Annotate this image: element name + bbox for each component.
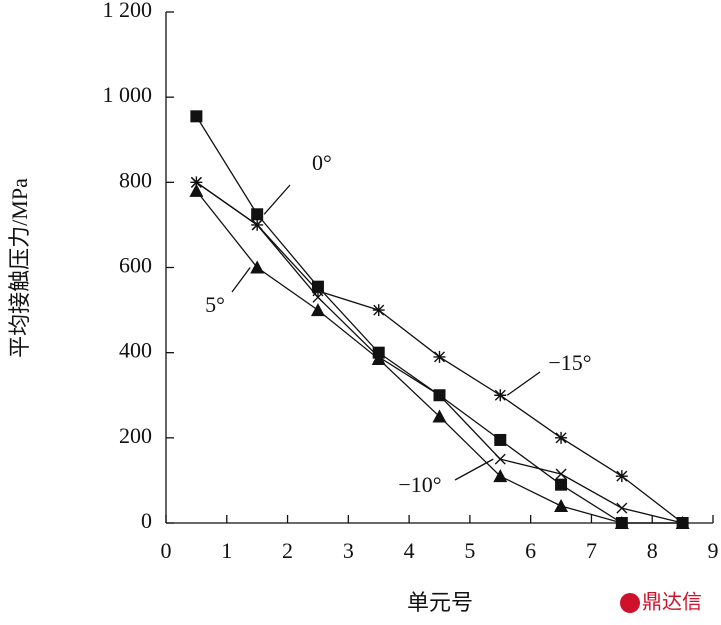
marker — [250, 260, 265, 274]
marker — [372, 304, 385, 317]
x-tick-label: 7 — [586, 538, 597, 563]
x-tick-label: 5 — [464, 538, 475, 563]
marker-star — [251, 218, 264, 231]
marker — [554, 498, 569, 512]
y-tick-label: 0 — [141, 508, 152, 533]
marker — [555, 478, 568, 491]
marker-triangle — [310, 303, 325, 317]
x-axis-label: 单元号 — [407, 590, 473, 615]
annotation-leader — [506, 371, 541, 396]
marker-star — [372, 304, 385, 317]
marker-square — [251, 208, 264, 221]
marker — [614, 516, 629, 529]
marker — [432, 409, 447, 423]
x-tick-label: 3 — [343, 538, 354, 563]
marker-square — [555, 478, 568, 491]
x-tick-label: 8 — [647, 538, 658, 563]
y-tick-label: 600 — [119, 253, 152, 278]
y-tick-label: 1 200 — [103, 0, 153, 22]
marker — [251, 218, 264, 231]
x-tick-label: 1 — [221, 538, 232, 563]
marker-star — [676, 517, 689, 529]
series-annotation: 5° — [205, 292, 225, 317]
marker — [615, 470, 628, 483]
watermark-logo — [620, 593, 640, 613]
marker-triangle — [493, 469, 508, 483]
marker-star — [311, 284, 324, 297]
marker — [190, 176, 203, 189]
annotation-leader — [231, 267, 251, 293]
y-tick-label: 400 — [119, 338, 152, 363]
marker-triangle — [554, 498, 569, 512]
marker-cross — [434, 389, 445, 401]
y-tick-label: 800 — [119, 167, 152, 192]
marker — [616, 502, 628, 514]
x-tick-label: 4 — [404, 538, 415, 563]
series-line — [195, 115, 683, 524]
marker — [189, 183, 204, 197]
marker — [373, 351, 385, 363]
marker — [311, 284, 324, 297]
marker — [494, 433, 507, 446]
x-tick-label: 0 — [161, 538, 172, 563]
marker-triangle — [371, 352, 386, 366]
marker — [493, 469, 508, 483]
marker-triangle — [189, 183, 204, 197]
marker — [190, 110, 203, 123]
marker-star — [615, 470, 628, 483]
marker-cross — [555, 468, 567, 480]
marker-star — [433, 350, 446, 363]
marker — [494, 453, 506, 465]
marker-square — [190, 110, 203, 123]
marker — [371, 352, 386, 366]
marker-star — [190, 176, 203, 189]
marker — [251, 208, 264, 221]
series-annotation: −10° — [398, 472, 441, 497]
x-tick-label: 6 — [525, 538, 536, 563]
marker — [310, 303, 325, 317]
marker — [555, 468, 567, 480]
x-tick-label: 2 — [282, 538, 293, 563]
annotation-leader — [263, 184, 291, 215]
series-annotation: 0° — [312, 150, 332, 175]
marker — [555, 431, 568, 444]
y-axis-label: 平均接触压力/MPa — [7, 178, 32, 358]
marker-star — [494, 389, 507, 402]
marker-cross — [494, 453, 506, 465]
marker-star — [555, 431, 568, 444]
marker — [433, 350, 446, 363]
series-annotation: −15° — [548, 350, 591, 375]
watermark: 鼎达信 — [642, 590, 702, 614]
marker-triangle — [250, 260, 265, 274]
marker — [434, 389, 445, 401]
marker-triangle — [614, 516, 629, 529]
annotation-leader — [454, 458, 494, 481]
y-tick-label: 200 — [119, 423, 152, 448]
marker — [494, 389, 507, 402]
marker-square — [494, 433, 507, 446]
x-tick-label: 9 — [708, 538, 719, 563]
marker-triangle — [432, 409, 447, 423]
marker — [676, 517, 689, 529]
marker-cross — [373, 351, 385, 363]
marker-cross — [616, 502, 628, 514]
y-tick-label: 1 000 — [103, 82, 153, 107]
